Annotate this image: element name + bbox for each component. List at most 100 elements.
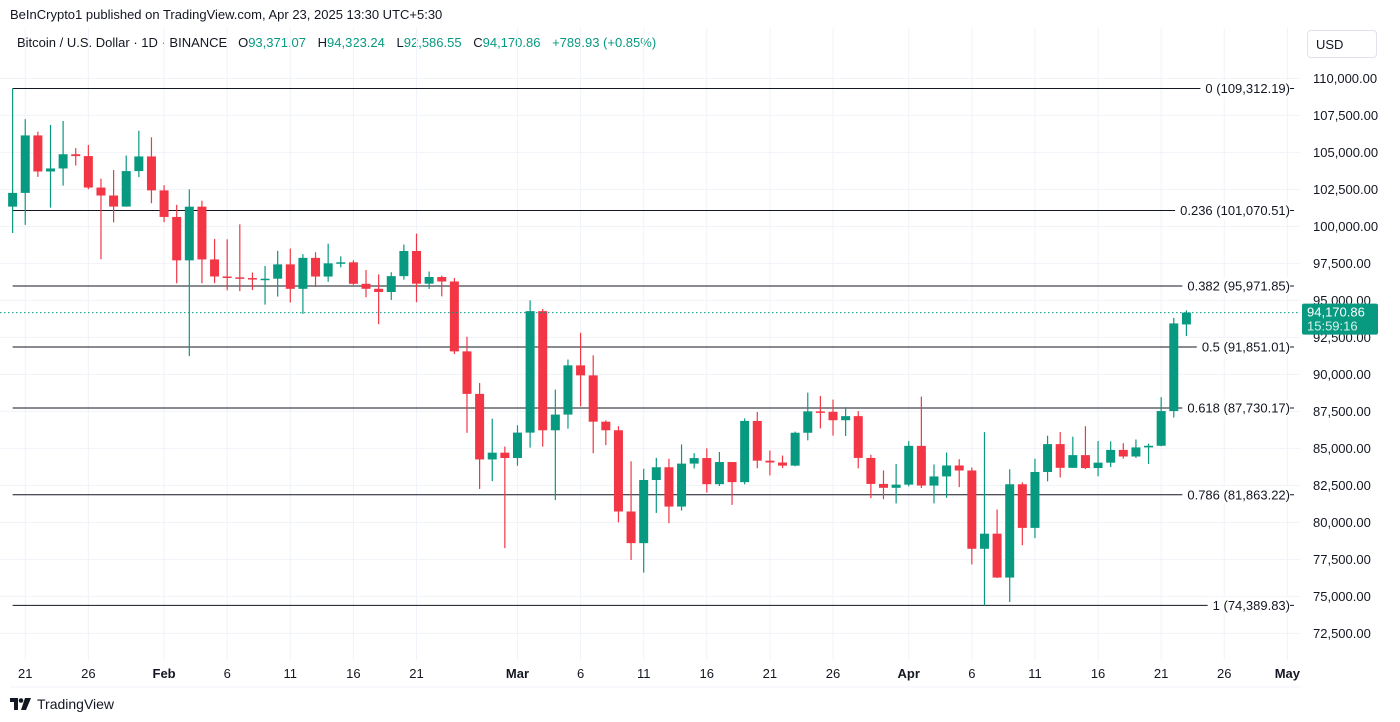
candle [424, 271, 434, 289]
candle [954, 459, 964, 488]
candle [260, 265, 270, 305]
candle [1093, 440, 1103, 477]
candle-body [184, 206, 194, 261]
time-tick-label: 6 [968, 666, 975, 681]
candle-body [714, 462, 724, 485]
candle-body [109, 195, 119, 207]
candle [500, 446, 510, 549]
symbol-legend: Bitcoin / U.S. Dollar · 1D · BINANCE O93… [17, 35, 664, 50]
candle-body [613, 430, 623, 512]
time-axis[interactable]: 21 26 Feb 6 11 16 21 Mar 6 11 16 21 26 Apr 6 11 16 21 26 Ma… [10, 666, 1301, 688]
candle-body [273, 264, 283, 279]
candle-body [222, 276, 232, 278]
candle-body [172, 216, 182, 261]
last-price-tag [1302, 303, 1378, 335]
candle [538, 308, 548, 447]
candle-body [475, 393, 485, 460]
price-tick-label: 87,500.00 [1313, 404, 1371, 419]
fib-retracement[interactable]: 0 (109,312.19) 0.236 (101,070.51) 0.382 (9… [12, 80, 1294, 614]
candle-body [550, 414, 560, 431]
candle [866, 454, 876, 499]
candle [979, 432, 989, 606]
candle [247, 272, 257, 291]
candle-body [121, 171, 131, 207]
candlestick-chart[interactable]: 0 (109,312.19) 0.236 (101,070.51) 0.382 (9… [0, 0, 1400, 690]
candle [512, 425, 522, 466]
candle [146, 137, 156, 204]
price-tick-label: 110,000.00 [1313, 71, 1377, 86]
time-tick-label: 26 [81, 666, 95, 681]
candle [1005, 469, 1015, 602]
candle-body [20, 135, 30, 193]
fib-label-bg [1200, 80, 1290, 98]
candle-body [336, 262, 346, 264]
tradingview-brand[interactable]: TradingView [37, 696, 115, 712]
candle-body [626, 511, 636, 544]
candle-body [853, 416, 863, 458]
candle-body [576, 365, 586, 376]
footer: TradingView [10, 696, 114, 712]
candle [33, 131, 43, 177]
fib-label-bg [1182, 399, 1290, 417]
price-axis-bg [1300, 62, 1400, 690]
candle [878, 470, 888, 500]
fib-label-bg [1207, 596, 1290, 614]
time-tick-label: 11 [284, 666, 298, 681]
candle [437, 275, 447, 297]
time-tick-label: May [1275, 666, 1301, 681]
candle-body [1106, 449, 1116, 463]
candle [1055, 432, 1065, 478]
candle [1106, 441, 1116, 468]
candle [399, 244, 409, 280]
candle [714, 451, 724, 487]
candle [323, 243, 333, 282]
candle [916, 396, 926, 489]
candle [285, 248, 295, 303]
candle-body [58, 154, 68, 169]
candle [374, 274, 384, 325]
candle-body [828, 411, 838, 421]
candle-body [424, 276, 434, 284]
time-tick-label: 21 [763, 666, 777, 681]
candle [336, 256, 346, 268]
low-label: L [396, 35, 404, 50]
price-axis[interactable]: 110,000.00 107,500.00 105,000.00 102,500.00… [1300, 62, 1400, 690]
candle-body [588, 375, 598, 422]
candle [550, 389, 560, 501]
candle [891, 463, 901, 504]
fib-level-label: 0 (109,312.19) [1205, 81, 1290, 96]
candle [1030, 458, 1040, 539]
candle-body [904, 445, 914, 485]
currency-button[interactable]: USD [1307, 30, 1377, 58]
fib-label-bg [1175, 201, 1290, 219]
candle-body [866, 457, 876, 484]
candle-body [361, 283, 371, 289]
candle-body [727, 462, 737, 483]
candle-body [247, 278, 257, 280]
fib-level-label: 0.786 (81,863.22) [1187, 487, 1290, 502]
candle [626, 461, 636, 560]
symbol-title[interactable]: Bitcoin / U.S. Dollar · 1D · BINANCE [17, 35, 228, 50]
candle [639, 468, 649, 573]
candle [588, 355, 598, 454]
candle [702, 448, 712, 493]
candle-body [979, 533, 989, 549]
candle [348, 260, 358, 285]
candle-body [96, 187, 106, 196]
candle [487, 418, 497, 482]
candle [689, 453, 699, 469]
candle [563, 359, 573, 429]
candle [1169, 317, 1179, 418]
tradingview-logo-icon [10, 698, 31, 710]
price-tick-label: 100,000.00 [1313, 219, 1378, 234]
close-label: C [473, 35, 483, 50]
candle [449, 278, 459, 355]
price-tick-label: 77,500.00 [1313, 552, 1371, 567]
price-tick-label: 97,500.00 [1313, 256, 1371, 271]
candle [361, 270, 371, 298]
candle-body [1181, 312, 1191, 325]
open-value: 93,371.07 [248, 35, 307, 50]
candle-body [45, 168, 55, 172]
candle-body [601, 421, 611, 431]
candle [1080, 426, 1090, 470]
